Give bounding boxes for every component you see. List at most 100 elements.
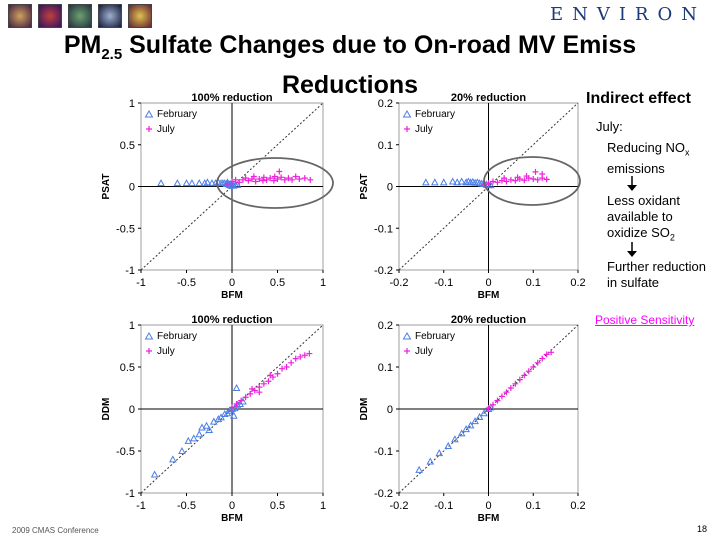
july-point: [485, 180, 492, 187]
y-tick-label: -0.1: [374, 446, 393, 458]
july-point: [242, 394, 249, 401]
july-point: [276, 168, 283, 175]
july-point: [307, 176, 314, 183]
july-point: [297, 353, 304, 360]
february-point: [448, 177, 457, 185]
legend-february-marker: [402, 332, 412, 340]
february-point: [444, 441, 453, 449]
july-point: [534, 359, 541, 366]
february-point: [462, 178, 470, 186]
y-tick-label: 0.2: [378, 320, 393, 332]
july-point: [543, 176, 550, 183]
legend-july-marker: [404, 348, 410, 354]
february-point: [195, 430, 204, 438]
y-tick-label: 0.5: [120, 140, 135, 152]
february-point: [426, 457, 435, 465]
y-tick-label: -0.1: [374, 223, 393, 235]
july-point: [274, 370, 281, 377]
x-tick-label: -1: [136, 277, 146, 289]
july-point: [301, 352, 308, 359]
july-point: [494, 179, 501, 186]
legend-july-marker: [146, 348, 152, 354]
y-tick-label: -0.5: [116, 223, 135, 235]
scatter-chart-3: -1 -0.5 0 0.5 1 -1 -0.5 0 0.5 1 100% reduction BFM D…: [101, 314, 326, 524]
february-point: [184, 436, 193, 444]
july-point: [525, 368, 532, 375]
chart-title: 100% reduction: [191, 92, 273, 104]
july-point: [306, 350, 313, 357]
down-arrow-icon: [627, 242, 637, 257]
february-point: [229, 411, 238, 419]
february-point: [228, 404, 236, 412]
july-point: [507, 176, 514, 183]
y-tick-label: -0.5: [116, 446, 135, 458]
down-arrow-icon: [627, 176, 637, 191]
x-axis-label: BFM: [478, 513, 500, 524]
february-point: [198, 423, 206, 431]
x-tick-label: -0.1: [434, 277, 453, 289]
july-point: [232, 176, 239, 183]
title-subscript: 2.5: [101, 46, 123, 63]
y-axis-label: DDM: [359, 398, 370, 421]
legend-february-marker: [144, 110, 154, 118]
scatter-chart-4: -0.2 -0.1 0 0.1 0.2 -0.2 -0.1 0 0.1 0.2 20% reduct…: [359, 314, 586, 524]
page-number: 18: [697, 524, 708, 534]
july-point: [489, 401, 496, 408]
july-point: [250, 173, 257, 180]
y-tick-label: 0: [387, 182, 393, 194]
july-point: [229, 178, 235, 185]
july-point: [279, 365, 286, 372]
conference-footer: 2009 CMAS Conference: [12, 526, 99, 535]
company-logo: ENVIRON: [549, 4, 706, 25]
x-tick-label: 1: [320, 500, 326, 512]
y-tick-label: -0.2: [374, 488, 393, 500]
february-point: [457, 177, 466, 185]
y-tick-label: 0: [129, 404, 135, 416]
july-point: [229, 404, 235, 411]
x-axis-label: BFM: [221, 513, 243, 524]
february-point: [208, 179, 216, 187]
y-tick-label: -1: [125, 265, 135, 277]
highlight-ellipse: [216, 157, 334, 209]
y-axis-label: DDM: [101, 398, 112, 421]
february-point: [480, 409, 488, 417]
july-point: [498, 393, 505, 400]
july-point: [281, 176, 288, 183]
july-point: [267, 372, 274, 379]
february-point: [202, 421, 211, 429]
y-tick-label: 0: [387, 404, 393, 416]
july-point: [501, 175, 508, 182]
july-point: [245, 177, 252, 184]
step1-suffix: emissions: [607, 160, 665, 176]
february-point: [430, 178, 439, 186]
july-point: [503, 389, 510, 396]
legend-july-label: July: [157, 124, 175, 135]
july-point: [534, 176, 541, 183]
legend-july-label: July: [157, 346, 175, 357]
february-point: [451, 435, 459, 443]
february-point: [415, 465, 423, 473]
february-point: [435, 449, 444, 457]
july-point: [539, 170, 546, 177]
february-point: [203, 178, 212, 186]
july-point: [289, 176, 296, 183]
february-point: [232, 383, 241, 391]
february-point: [486, 403, 495, 411]
july-point: [285, 175, 292, 182]
july-point: [530, 175, 537, 182]
x-tick-label: -0.5: [177, 277, 196, 289]
july-point: [233, 400, 240, 407]
y-tick-label: 0.1: [378, 362, 393, 374]
february-point: [228, 180, 236, 188]
july-point: [523, 173, 530, 180]
february-point: [214, 415, 223, 423]
july-point: [265, 378, 272, 385]
july-point: [485, 405, 492, 412]
february-point: [471, 417, 479, 425]
step2-line-1: Less oxidant: [607, 193, 680, 208]
sidebar-month: July:: [596, 119, 623, 134]
july-point: [548, 349, 555, 356]
one-to-one-line: [140, 324, 324, 494]
chart-title: 100% reduction: [191, 314, 273, 326]
july-point: [543, 351, 550, 358]
